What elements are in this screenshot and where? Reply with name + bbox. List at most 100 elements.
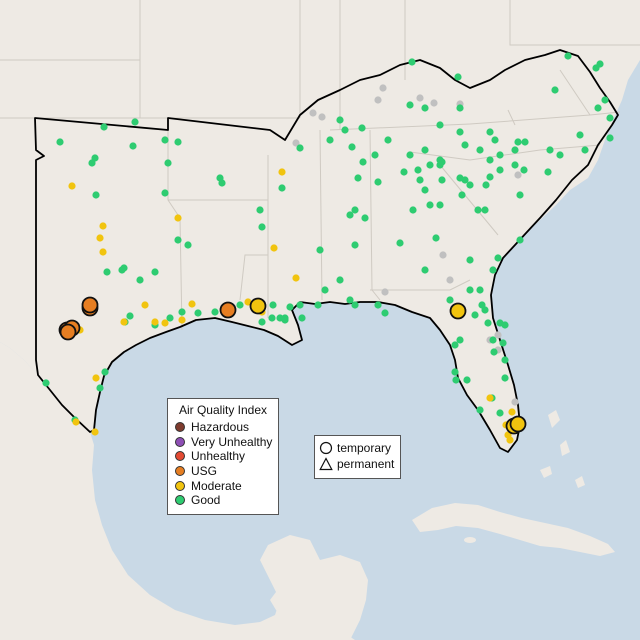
monitor-good[interactable] [258, 318, 266, 326]
monitor-good[interactable] [551, 86, 559, 94]
monitor-good[interactable] [101, 368, 109, 376]
monitor-good[interactable] [174, 236, 182, 244]
monitor-good[interactable] [432, 234, 440, 242]
monitor-no-data[interactable] [439, 251, 447, 259]
monitor-good[interactable] [606, 134, 614, 142]
monitor-good[interactable] [482, 181, 490, 189]
monitor-no-data[interactable] [374, 96, 382, 104]
monitor-moderate[interactable] [270, 244, 278, 252]
monitor-good[interactable] [606, 114, 614, 122]
monitor-good[interactable] [414, 166, 422, 174]
monitor-good[interactable] [486, 156, 494, 164]
monitor-good[interactable] [351, 206, 359, 214]
monitor-good[interactable] [278, 184, 286, 192]
monitor-good[interactable] [346, 211, 354, 219]
monitor-no-data[interactable] [514, 171, 522, 179]
monitor-good[interactable] [281, 316, 289, 324]
monitor-good[interactable] [354, 174, 362, 182]
monitor-good[interactable] [351, 301, 359, 309]
monitor-good[interactable] [516, 191, 524, 199]
monitor-good[interactable] [92, 191, 100, 199]
monitor-moderate[interactable] [178, 316, 186, 324]
monitor-good[interactable] [184, 241, 192, 249]
monitor-moderate[interactable] [506, 436, 514, 444]
monitor-good[interactable] [511, 146, 519, 154]
monitor-good[interactable] [384, 136, 392, 144]
monitor-good[interactable] [316, 246, 324, 254]
monitor-no-data[interactable] [292, 139, 300, 147]
monitor-good[interactable] [166, 314, 174, 322]
monitor-good[interactable] [436, 201, 444, 209]
monitor-good[interactable] [416, 176, 424, 184]
monitor-good[interactable] [421, 186, 429, 194]
monitor-usg[interactable] [81, 296, 99, 314]
monitor-moderate[interactable] [486, 394, 494, 402]
monitor-good[interactable] [286, 303, 294, 311]
monitor-moderate[interactable] [292, 274, 300, 282]
monitor-good[interactable] [406, 101, 414, 109]
monitor-good[interactable] [501, 374, 509, 382]
monitor-good[interactable] [496, 151, 504, 159]
monitor-good[interactable] [489, 266, 497, 274]
monitor-good[interactable] [452, 376, 460, 384]
monitor-good[interactable] [481, 206, 489, 214]
monitor-good[interactable] [351, 241, 359, 249]
monitor-good[interactable] [161, 136, 169, 144]
monitor-good[interactable] [211, 308, 219, 316]
monitor-good[interactable] [421, 266, 429, 274]
monitor-good[interactable] [466, 286, 474, 294]
monitor-good[interactable] [546, 146, 554, 154]
monitor-good[interactable] [421, 104, 429, 112]
monitor-good[interactable] [258, 223, 266, 231]
monitor-good[interactable] [56, 138, 64, 146]
monitor-good[interactable] [103, 268, 111, 276]
monitor-moderate[interactable] [99, 222, 107, 230]
monitor-good[interactable] [471, 311, 479, 319]
monitor-good[interactable] [426, 161, 434, 169]
monitor-good[interactable] [463, 376, 471, 384]
monitor-good[interactable] [236, 301, 244, 309]
monitor-good[interactable] [496, 409, 504, 417]
monitor-good[interactable] [601, 96, 609, 104]
monitor-good[interactable] [151, 268, 159, 276]
monitor-good[interactable] [491, 136, 499, 144]
monitor-good[interactable] [216, 174, 224, 182]
monitor-moderate-large[interactable] [509, 415, 527, 433]
monitor-no-data[interactable] [511, 398, 519, 406]
monitor-good[interactable] [321, 286, 329, 294]
monitor-good[interactable] [396, 239, 404, 247]
monitor-good[interactable] [409, 206, 417, 214]
monitor-moderate[interactable] [72, 418, 80, 426]
monitor-no-data[interactable] [379, 84, 387, 92]
monitor-good[interactable] [436, 121, 444, 129]
monitor-usg[interactable] [59, 323, 77, 341]
monitor-good[interactable] [120, 264, 128, 272]
monitor-moderate[interactable] [120, 318, 128, 326]
monitor-good[interactable] [131, 118, 139, 126]
monitor-good[interactable] [374, 178, 382, 186]
monitor-no-data[interactable] [494, 331, 502, 339]
monitor-good[interactable] [136, 276, 144, 284]
monitor-good[interactable] [476, 146, 484, 154]
monitor-no-data[interactable] [381, 288, 389, 296]
monitor-good[interactable] [516, 236, 524, 244]
monitor-moderate[interactable] [91, 428, 99, 436]
monitor-moderate[interactable] [92, 374, 100, 382]
monitor-moderate[interactable] [151, 318, 159, 326]
monitor-good[interactable] [564, 52, 572, 60]
monitor-good[interactable] [371, 151, 379, 159]
monitor-good[interactable] [514, 138, 522, 146]
monitor-moderate-large[interactable] [449, 302, 467, 320]
monitor-good[interactable] [178, 308, 186, 316]
monitor-moderate[interactable] [68, 182, 76, 190]
monitor-good[interactable] [458, 191, 466, 199]
monitor-good[interactable] [268, 314, 276, 322]
monitor-good[interactable] [520, 166, 528, 174]
monitor-good[interactable] [486, 173, 494, 181]
monitor-moderate[interactable] [244, 298, 252, 306]
monitor-good[interactable] [499, 339, 507, 347]
monitor-good[interactable] [511, 161, 519, 169]
monitor-good[interactable] [314, 301, 322, 309]
monitor-good[interactable] [164, 159, 172, 167]
monitor-good[interactable] [381, 309, 389, 317]
